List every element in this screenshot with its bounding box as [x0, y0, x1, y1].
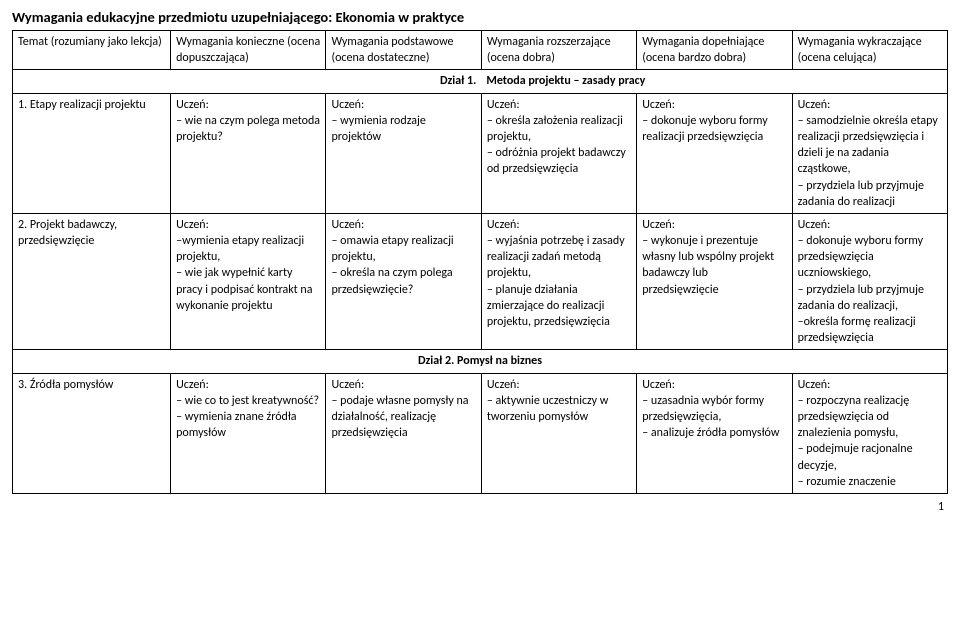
cell-podstawowe: Uczeń:– omawia etapy realizacji projektu… — [326, 213, 481, 350]
cell-rozszerzajace: Uczeń:– wyjaśnia potrzebę i zasady reali… — [481, 213, 636, 350]
cell-wykraczajace: Uczeń:– dokonuje wyboru formy przedsięwz… — [792, 213, 947, 350]
cell-rozszerzajace: Uczeń:– określa założenia realizacji pro… — [481, 93, 636, 213]
cell-dopelniajace: Uczeń:– wykonuje i prezentuje własny lub… — [637, 213, 792, 350]
requirements-table: Temat (rozumiany jako lekcja) Wymagania … — [12, 30, 948, 494]
cell-podstawowe: Uczeń:– wymienia rodzaje projektów — [326, 93, 481, 213]
cell-topic: 1. Etapy realizacji projektu — [13, 93, 171, 213]
header-rozszerzajace: Wymagania rozszerzające (ocena dobra) — [481, 31, 636, 70]
page-title: Wymagania edukacyjne przedmiotu uzupełni… — [12, 8, 948, 26]
section-2-title: Dział 2. Pomysł na biznes — [13, 350, 948, 373]
header-topic: Temat (rozumiany jako lekcja) — [13, 31, 171, 70]
section-1-title-left: Dział 1. — [13, 70, 482, 93]
table-row: 2. Projekt badawczy, przedsięwzięcie Ucz… — [13, 213, 948, 350]
section-1-title-right: Metoda projektu – zasady pracy — [481, 70, 947, 93]
table-row: 1. Etapy realizacji projektu Uczeń:– wie… — [13, 93, 948, 213]
cell-rozszerzajace: Uczeń:– aktywnie uczestniczy w tworzeniu… — [481, 373, 636, 493]
cell-wykraczajace: Uczeń:– samodzielnie określa etapy reali… — [792, 93, 947, 213]
cell-podstawowe: Uczeń:– podaje własne pomysły na działal… — [326, 373, 481, 493]
page-number: 1 — [12, 500, 948, 514]
cell-dopelniajace: Uczeń:– uzasadnia wybór formy przedsięwz… — [637, 373, 792, 493]
table-row: 3. Źródła pomysłów Uczeń:– wie co to jes… — [13, 373, 948, 493]
header-wykraczajace: Wymagania wykraczające (ocena celująca) — [792, 31, 947, 70]
section-1-row: Dział 1. Metoda projektu – zasady pracy — [13, 70, 948, 93]
cell-konieczne: Uczeń:– wie na czym polega metoda projek… — [171, 93, 326, 213]
cell-wykraczajace: Uczeń:– rozpoczyna realizację przedsięwz… — [792, 373, 947, 493]
header-konieczne: Wymagania konieczne (ocena dopuszczająca… — [171, 31, 326, 70]
cell-dopelniajace: Uczeń:– dokonuje wyboru formy realizacji… — [637, 93, 792, 213]
cell-konieczne: Uczeń:– wie co to jest kreatywność?– wym… — [171, 373, 326, 493]
cell-topic: 2. Projekt badawczy, przedsięwzięcie — [13, 213, 171, 350]
section-2-row: Dział 2. Pomysł na biznes — [13, 350, 948, 373]
header-dopelniajace: Wymagania dopełniające (ocena bardzo dob… — [637, 31, 792, 70]
table-header-row: Temat (rozumiany jako lekcja) Wymagania … — [13, 31, 948, 70]
header-podstawowe: Wymagania podstawowe (ocena dostateczne) — [326, 31, 481, 70]
cell-topic: 3. Źródła pomysłów — [13, 373, 171, 493]
cell-konieczne: Uczeń:–wymienia etapy realizacji projekt… — [171, 213, 326, 350]
